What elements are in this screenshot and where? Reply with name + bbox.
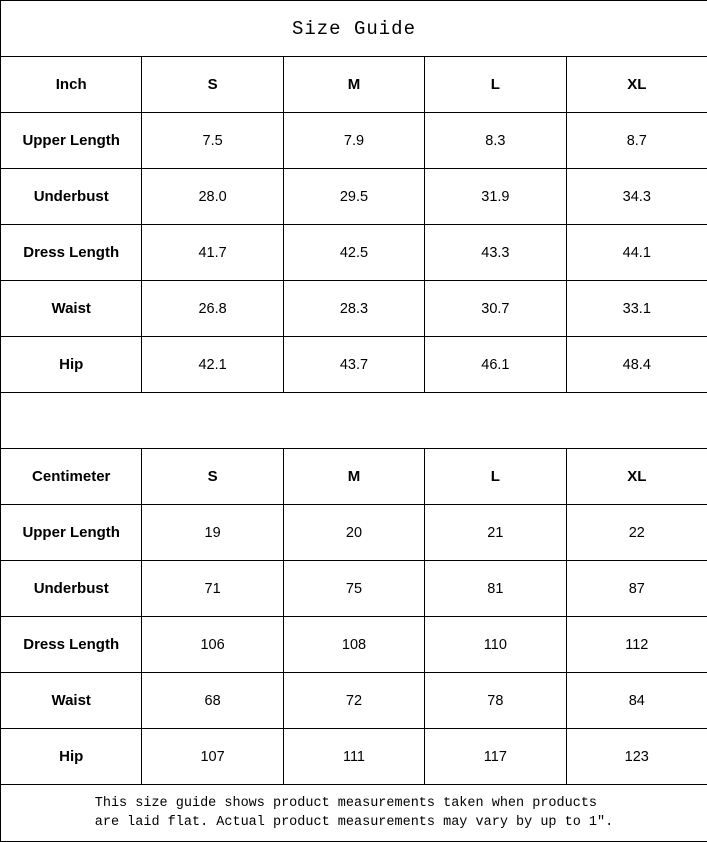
size-header-cell-m: M	[282, 56, 426, 113]
measurement-label: Waist	[0, 280, 143, 337]
table-row: Underbust 71 75 81 87	[0, 560, 707, 617]
measurement-value: 41.7	[141, 224, 284, 281]
page-title: Size Guide	[0, 0, 707, 57]
size-header-cell-l: L	[424, 448, 567, 505]
measurement-label: Upper Length	[0, 112, 143, 169]
measurement-label: Waist	[0, 672, 143, 729]
spacer-row	[0, 392, 707, 449]
measurement-label: Hip	[0, 336, 143, 393]
size-header-cell-xl: XL	[565, 56, 707, 113]
measurement-value: 7.5	[141, 112, 284, 169]
measurement-value: 30.7	[424, 280, 567, 337]
title-row: Size Guide	[0, 0, 707, 57]
measurement-value: 43.3	[424, 224, 567, 281]
measurement-label: Hip	[0, 728, 143, 785]
table-row: Underbust 28.0 29.5 31.9 34.3	[0, 168, 707, 225]
size-header-cell-l: L	[424, 56, 567, 113]
measurement-value: 8.7	[565, 112, 707, 169]
measurement-value: 117	[424, 728, 567, 785]
measurement-label: Underbust	[0, 168, 143, 225]
table-row: Upper Length 19 20 21 22	[0, 504, 707, 561]
measurement-value: 81	[424, 560, 567, 617]
measurement-value: 84	[565, 672, 707, 729]
size-header-cell-s: S	[141, 56, 284, 113]
measurement-value: 108	[282, 616, 426, 673]
measurement-value: 48.4	[565, 336, 707, 393]
size-header-cell-m: M	[282, 448, 426, 505]
measurement-value: 42.5	[282, 224, 426, 281]
measurement-value: 87	[565, 560, 707, 617]
measurement-value: 123	[565, 728, 707, 785]
measurement-value: 46.1	[424, 336, 567, 393]
measurement-label: Dress Length	[0, 616, 143, 673]
measurement-value: 33.1	[565, 280, 707, 337]
measurement-value: 8.3	[424, 112, 567, 169]
measurement-value: 107	[141, 728, 284, 785]
measurement-value: 7.9	[282, 112, 426, 169]
measurement-value: 72	[282, 672, 426, 729]
centimeter-header-row: Centimeter S M L XL	[0, 448, 707, 505]
table-row: Hip 42.1 43.7 46.1 48.4	[0, 336, 707, 393]
size-header-cell-s: S	[141, 448, 284, 505]
measurement-value: 71	[141, 560, 284, 617]
measurement-value: 26.8	[141, 280, 284, 337]
measurement-value: 44.1	[565, 224, 707, 281]
measurement-value: 28.0	[141, 168, 284, 225]
measurement-value: 43.7	[282, 336, 426, 393]
measurement-value: 19	[141, 504, 284, 561]
measurement-value: 110	[424, 616, 567, 673]
table-row: Waist 26.8 28.3 30.7 33.1	[0, 280, 707, 337]
measurement-value: 31.9	[424, 168, 567, 225]
table-row: Hip 107 111 117 123	[0, 728, 707, 785]
measurement-value: 34.3	[565, 168, 707, 225]
measurement-value: 28.3	[282, 280, 426, 337]
measurement-value: 20	[282, 504, 426, 561]
size-note-line-2: are laid flat. Actual product measuremen…	[94, 815, 614, 830]
unit-header-cell-centimeter: Centimeter	[0, 448, 143, 505]
unit-header-cell-inch: Inch	[0, 56, 143, 113]
measurement-value: 29.5	[282, 168, 426, 225]
measurement-value: 68	[141, 672, 284, 729]
measurement-value: 21	[424, 504, 567, 561]
table-row: Upper Length 7.5 7.9 8.3 8.7	[0, 112, 707, 169]
table-row: Dress Length 106 108 110 112	[0, 616, 707, 673]
measurement-value: 42.1	[141, 336, 284, 393]
table-row: Waist 68 72 78 84	[0, 672, 707, 729]
measurement-value: 106	[141, 616, 284, 673]
measurement-label: Upper Length	[0, 504, 143, 561]
measurement-label: Underbust	[0, 560, 143, 617]
table-row: Dress Length 41.7 42.5 43.3 44.1	[0, 224, 707, 281]
inch-header-row: Inch S M L XL	[0, 56, 707, 113]
size-note-line-1: This size guide shows product measuremen…	[94, 796, 598, 811]
size-note-text: This size guide shows product measuremen…	[95, 794, 613, 832]
measurement-value: 111	[282, 728, 426, 785]
spacer-cell	[0, 392, 707, 449]
size-header-cell-xl: XL	[565, 448, 707, 505]
measurement-value: 75	[282, 560, 426, 617]
measurement-label: Dress Length	[0, 224, 143, 281]
note-row: This size guide shows product measuremen…	[0, 784, 707, 842]
measurement-value: 22	[565, 504, 707, 561]
measurement-value: 112	[565, 616, 707, 673]
size-note: This size guide shows product measuremen…	[0, 784, 707, 842]
measurement-value: 78	[424, 672, 567, 729]
